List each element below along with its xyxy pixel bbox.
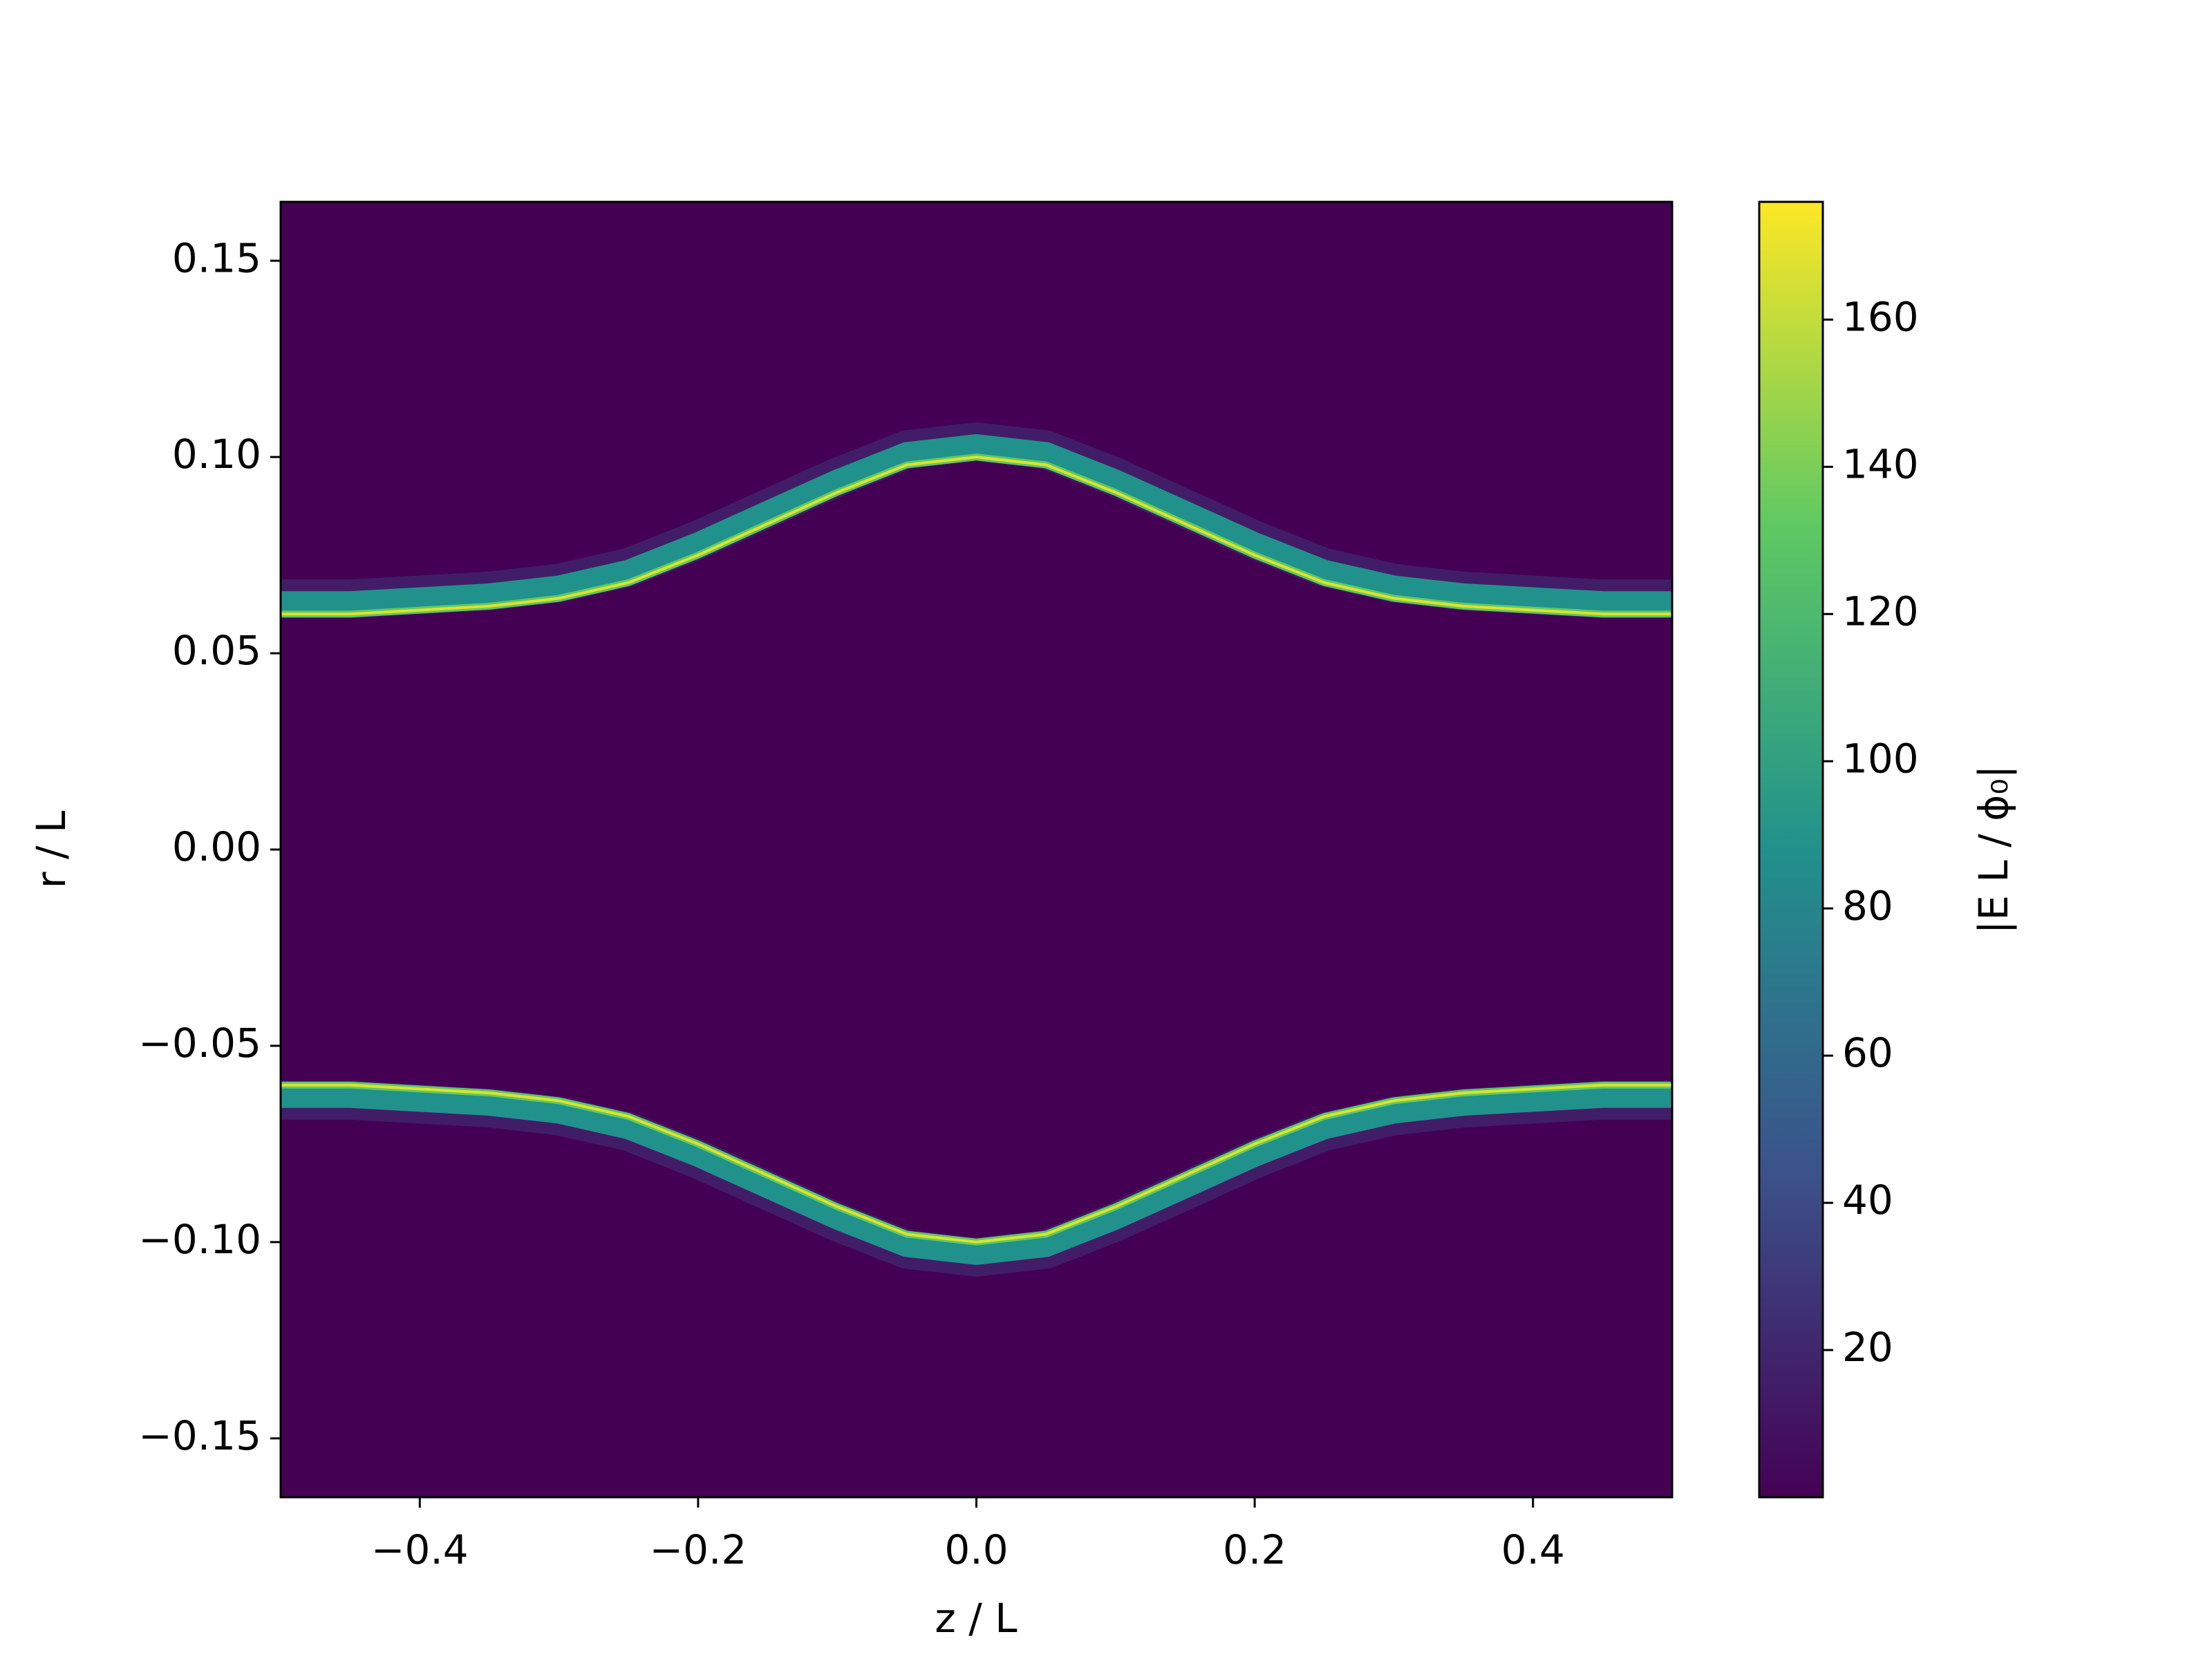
field-background [281, 202, 1672, 1497]
colorbar-label: |E L / ϕ₀| [1970, 765, 2017, 934]
x-tick-label: −0.2 [649, 1526, 747, 1573]
colorbar-tick-label: 120 [1842, 588, 1919, 635]
field [281, 422, 1672, 1277]
x-tick-label: 0.4 [1501, 1526, 1565, 1573]
colorbar-tick-label: 100 [1842, 735, 1919, 782]
colorbar-tick-label: 20 [1842, 1324, 1893, 1371]
y-tick-label: −0.10 [138, 1216, 261, 1263]
field-band [281, 434, 1672, 615]
x-tick-label: 0.0 [944, 1526, 1008, 1573]
x-tick-label: 0.2 [1223, 1526, 1286, 1573]
y-tick-label: −0.05 [138, 1020, 261, 1067]
x-tick-label: −0.4 [371, 1526, 469, 1573]
colorbar-tick-label: 160 [1842, 293, 1919, 340]
y-tick-label: −0.15 [138, 1412, 261, 1459]
y-tick-label: 0.15 [172, 234, 261, 281]
colorbar-tick-label: 140 [1842, 440, 1919, 487]
y-tick-label: 0.00 [172, 823, 261, 870]
field-band-max [281, 456, 1672, 616]
colorbar [1758, 200, 1824, 1499]
y-tick-label: 0.05 [172, 627, 261, 674]
colorbar-tick-label: 60 [1842, 1029, 1893, 1076]
field-band [281, 1084, 1672, 1265]
y-tick-label: 0.10 [172, 431, 261, 478]
x-axis-label: z / L [935, 1595, 1017, 1642]
y-axis-label: r / L [28, 811, 75, 889]
colorbar-tick-label: 80 [1842, 882, 1893, 929]
field-band-max [281, 1083, 1672, 1244]
colorbar-tick-label: 40 [1842, 1177, 1893, 1224]
